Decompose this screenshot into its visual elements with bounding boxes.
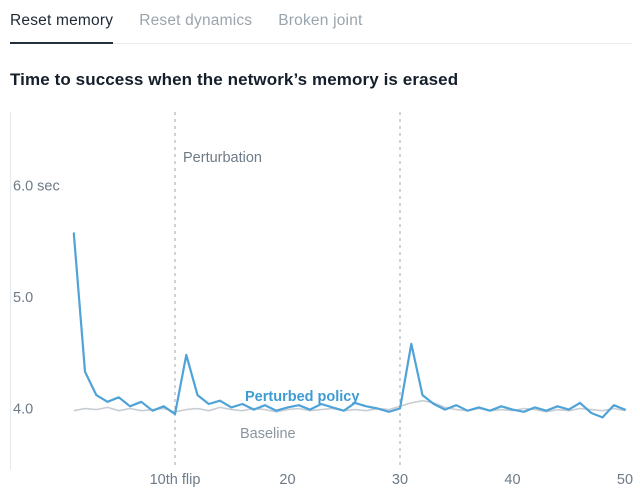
tab-bar: Reset memory Reset dynamics Broken joint	[10, 0, 632, 44]
x-tick-label-0: 10th flip	[150, 472, 201, 488]
y-tick-label-0: 6.0 sec	[13, 178, 60, 194]
perturbation-annotation: Perturbation	[183, 150, 262, 166]
baseline-label: Baseline	[240, 426, 296, 442]
tab-broken-joint[interactable]: Broken joint	[278, 12, 363, 29]
chart-title: Time to success when the network’s memor…	[10, 70, 459, 89]
y-tick-label-2: 4.0	[13, 402, 33, 418]
baseline-line	[73, 399, 626, 413]
x-tick-label-1: 20	[279, 472, 295, 488]
perturbed-policy-line	[72, 232, 627, 419]
x-tick-label-4: 50	[617, 472, 633, 488]
y-tick-label-1: 5.0	[13, 290, 33, 306]
perturbed-policy-label: Perturbed policy	[245, 389, 359, 405]
tab-reset-dynamics[interactable]: Reset dynamics	[139, 12, 253, 29]
tab-reset-memory[interactable]: Reset memory	[10, 0, 114, 44]
x-tick-label-3: 40	[504, 472, 520, 488]
x-tick-label-2: 30	[392, 472, 408, 488]
